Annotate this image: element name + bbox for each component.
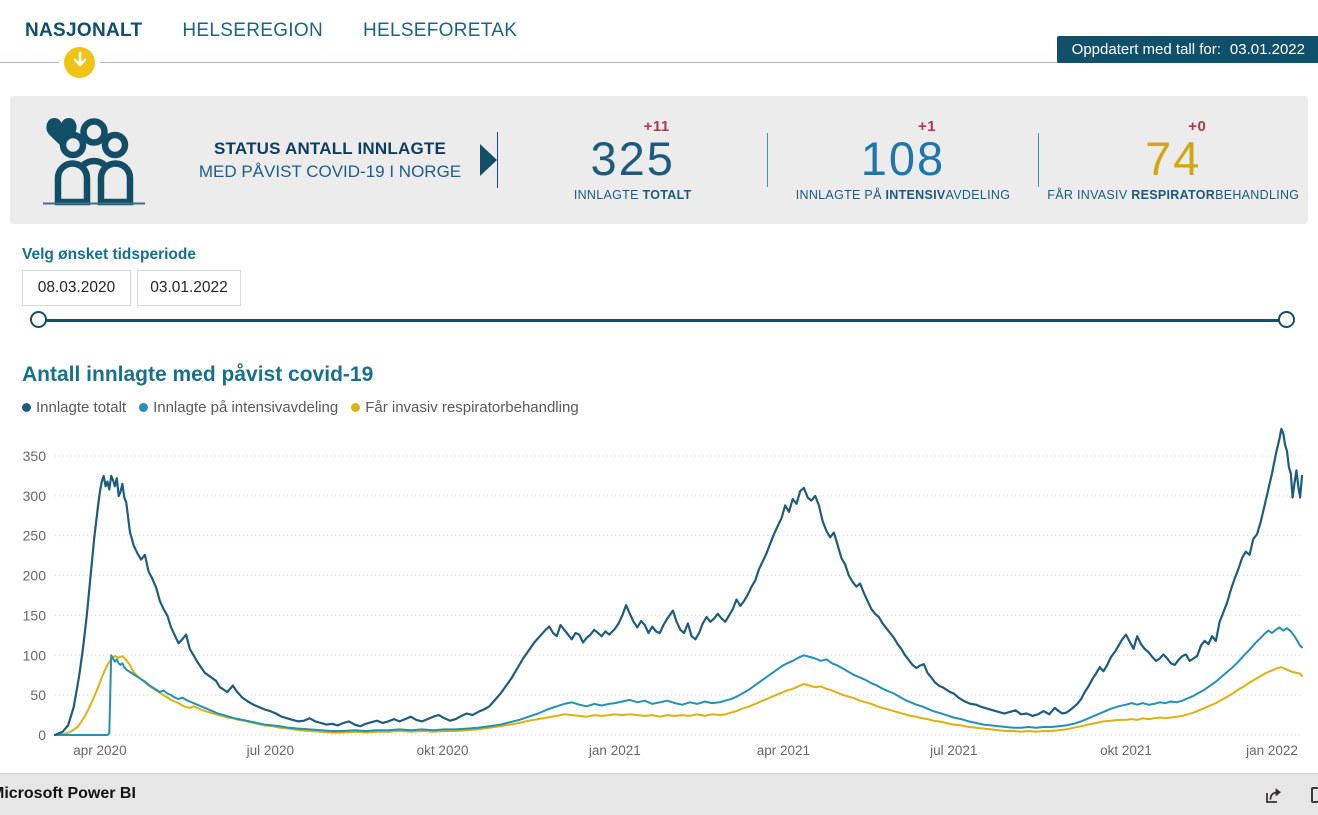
down-arrow-icon — [72, 51, 88, 74]
svg-text:jul 2021: jul 2021 — [929, 743, 977, 758]
legend-dot — [22, 403, 31, 412]
nav-tabs: NASJONALT HELSEREGION HELSEFORETAK — [25, 20, 517, 42]
start-date-input[interactable]: 08.03.2020 — [22, 270, 131, 306]
svg-text:okt 2021: okt 2021 — [1100, 743, 1152, 758]
kpi-label: INNLAGTE PÅ INTENSIVAVDELING — [795, 187, 1011, 202]
legend-dot — [139, 403, 149, 412]
status-banner: STATUS ANTALL INNLAGTE MED PÅVIST COVID-… — [10, 96, 1308, 224]
kpi-value: 108 — [860, 132, 946, 186]
legend-dot — [351, 403, 361, 412]
powerbi-footer-bar: Microsoft Power BI — [0, 773, 1318, 815]
kpi-intensiv: +1 108 INNLAGTE PÅ INTENSIVAVDELING — [768, 118, 1037, 202]
updated-date-banner: Oppdatert med tall for: 03.01.2022 — [1056, 36, 1318, 63]
time-range-slider — [0, 309, 1318, 333]
tab-helseforetak[interactable]: HELSEFORETAK — [362, 20, 518, 41]
slider-track[interactable] — [39, 319, 1287, 322]
kpi-respirator: +0 74 FÅR INVASIV RESPIRATORBEHANDLING — [1039, 118, 1308, 202]
active-tab-marker — [64, 47, 95, 78]
header-divider — [0, 62, 1318, 63]
kpi-divider — [1037, 133, 1039, 187]
tab-helseregion[interactable]: HELSEREGION — [182, 20, 323, 41]
svg-text:350: 350 — [23, 448, 47, 464]
kpi-value: 325 — [590, 132, 675, 186]
svg-text:jan 2021: jan 2021 — [588, 743, 641, 758]
legend-item-respirator[interactable]: Får invasiv respiratorbehandling — [351, 399, 579, 416]
status-title: STATUS ANTALL INNLAGTE MED PÅVIST COVID-… — [196, 139, 464, 182]
status-title-line1: STATUS ANTALL INNLAGTE — [214, 138, 446, 158]
tab-nasjonalt[interactable]: NASJONALT — [25, 20, 143, 41]
legend-label: Innlagte totalt — [36, 399, 127, 416]
kpi-divider — [767, 133, 769, 187]
heart-shape — [46, 117, 77, 146]
status-title-line2: MED PÅVIST COVID-19 I NORGE — [198, 161, 462, 181]
kpi-delta: +1 — [917, 118, 937, 136]
line-chart-canvas[interactable]: 0 50 100 150 200 250 300 350 apr 2020 jul 2020 okt… — [0, 425, 1318, 770]
svg-text:jan 2022: jan 2022 — [1245, 743, 1298, 758]
heart-people-icon — [40, 108, 150, 213]
slider-handle-end[interactable] — [1278, 311, 1295, 328]
kpi-innlagte-totalt: +11 325 INNLAGTE TOTALT — [498, 118, 767, 202]
chart-title: Antall innlagte med påvist covid-19 — [22, 363, 374, 386]
updated-label: Oppdatert med tall for: — [1071, 41, 1221, 58]
arrow-divider — [497, 132, 498, 188]
svg-text:apr 2020: apr 2020 — [73, 743, 126, 758]
clipped-toolbar-icon[interactable] — [1311, 787, 1318, 803]
chart-legend: Innlagte totalt Innlagte på intensivavde… — [22, 399, 579, 416]
svg-text:200: 200 — [23, 568, 47, 584]
svg-text:0: 0 — [38, 727, 46, 743]
svg-text:150: 150 — [23, 607, 47, 623]
slider-handle-start[interactable] — [30, 311, 47, 328]
kpi-group: +11 325 INNLAGTE TOTALT +1 108 INNLAGTE … — [498, 118, 1308, 202]
time-period-label: Velg ønsket tidsperiode — [22, 246, 196, 263]
kpi-delta: +0 — [1188, 118, 1207, 136]
svg-text:50: 50 — [30, 687, 46, 703]
legend-item-intensiv[interactable]: Innlagte på intensivavdeling — [139, 399, 338, 416]
updated-date: 03.01.2022 — [1229, 41, 1305, 58]
legend-item-totalt[interactable]: Innlagte totalt — [22, 399, 126, 416]
svg-text:apr 2021: apr 2021 — [757, 743, 810, 758]
arrow-right-icon — [480, 144, 497, 176]
end-date-input[interactable]: 03.01.2022 — [137, 270, 241, 306]
svg-text:jul 2020: jul 2020 — [246, 743, 294, 758]
legend-label: Innlagte på intensivavdeling — [153, 399, 339, 416]
kpi-delta: +11 — [643, 118, 670, 136]
legend-label: Får invasiv respiratorbehandling — [365, 399, 579, 416]
svg-text:250: 250 — [23, 528, 47, 544]
kpi-label: INNLAGTE TOTALT — [573, 187, 692, 202]
share-icon[interactable] — [1262, 783, 1286, 807]
kpi-value: 74 — [1145, 132, 1202, 186]
kpi-label: FÅR INVASIV RESPIRATORBEHANDLING — [1047, 187, 1300, 202]
svg-text:300: 300 — [23, 488, 47, 504]
svg-text:okt 2020: okt 2020 — [417, 743, 469, 758]
powerbi-brand: Microsoft Power BI — [0, 785, 136, 802]
svg-text:100: 100 — [23, 647, 47, 663]
